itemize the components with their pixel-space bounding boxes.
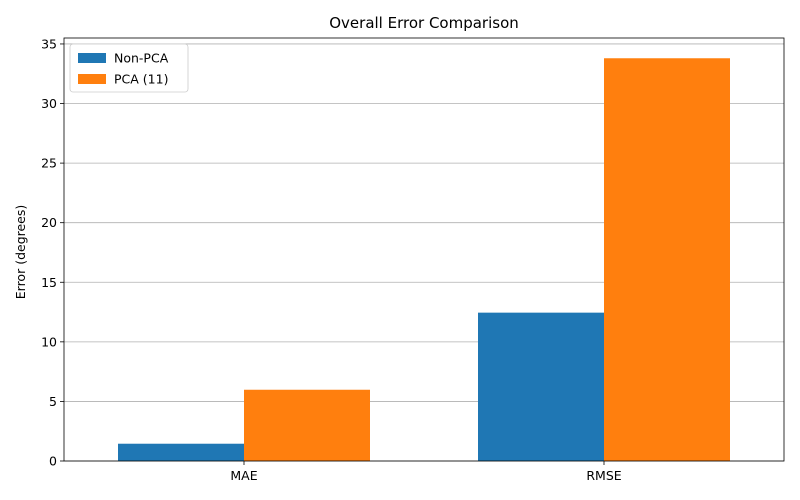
legend-label: PCA (11) <box>114 72 168 87</box>
x-tick-label: MAE <box>230 468 257 483</box>
x-ticks: MAE RMSE <box>230 461 622 483</box>
bars <box>118 58 730 461</box>
legend-swatch <box>78 53 106 63</box>
bar-non-pca-rmse <box>478 312 604 461</box>
y-tick-label: 35 <box>41 36 57 51</box>
y-tick-label: 5 <box>49 394 57 409</box>
y-axis-title: Error (degrees) <box>13 205 28 300</box>
axes-frame <box>63 37 785 462</box>
legend-swatch <box>78 74 106 84</box>
bar-pca-11-mae <box>244 389 370 461</box>
y-tick-label: 20 <box>41 215 57 230</box>
legend: Non-PCA PCA (11) <box>69 43 189 93</box>
legend-label: Non-PCA <box>114 51 169 66</box>
y-tick-label: 25 <box>41 156 57 171</box>
y-tick-label: 0 <box>49 454 57 469</box>
chart-title: Overall Error Comparison <box>329 14 519 32</box>
x-tick-label: RMSE <box>586 468 621 483</box>
y-tick-label: 10 <box>41 334 57 349</box>
bar-pca-11-rmse <box>604 58 730 461</box>
y-ticks: 0 5 10 15 20 25 30 35 <box>41 36 64 469</box>
plot-frame <box>63 37 785 462</box>
y-tick-label: 30 <box>41 96 57 111</box>
y-tick-label: 15 <box>41 275 57 290</box>
grid-lines <box>64 43 784 462</box>
bar-non-pca-mae <box>118 443 244 461</box>
